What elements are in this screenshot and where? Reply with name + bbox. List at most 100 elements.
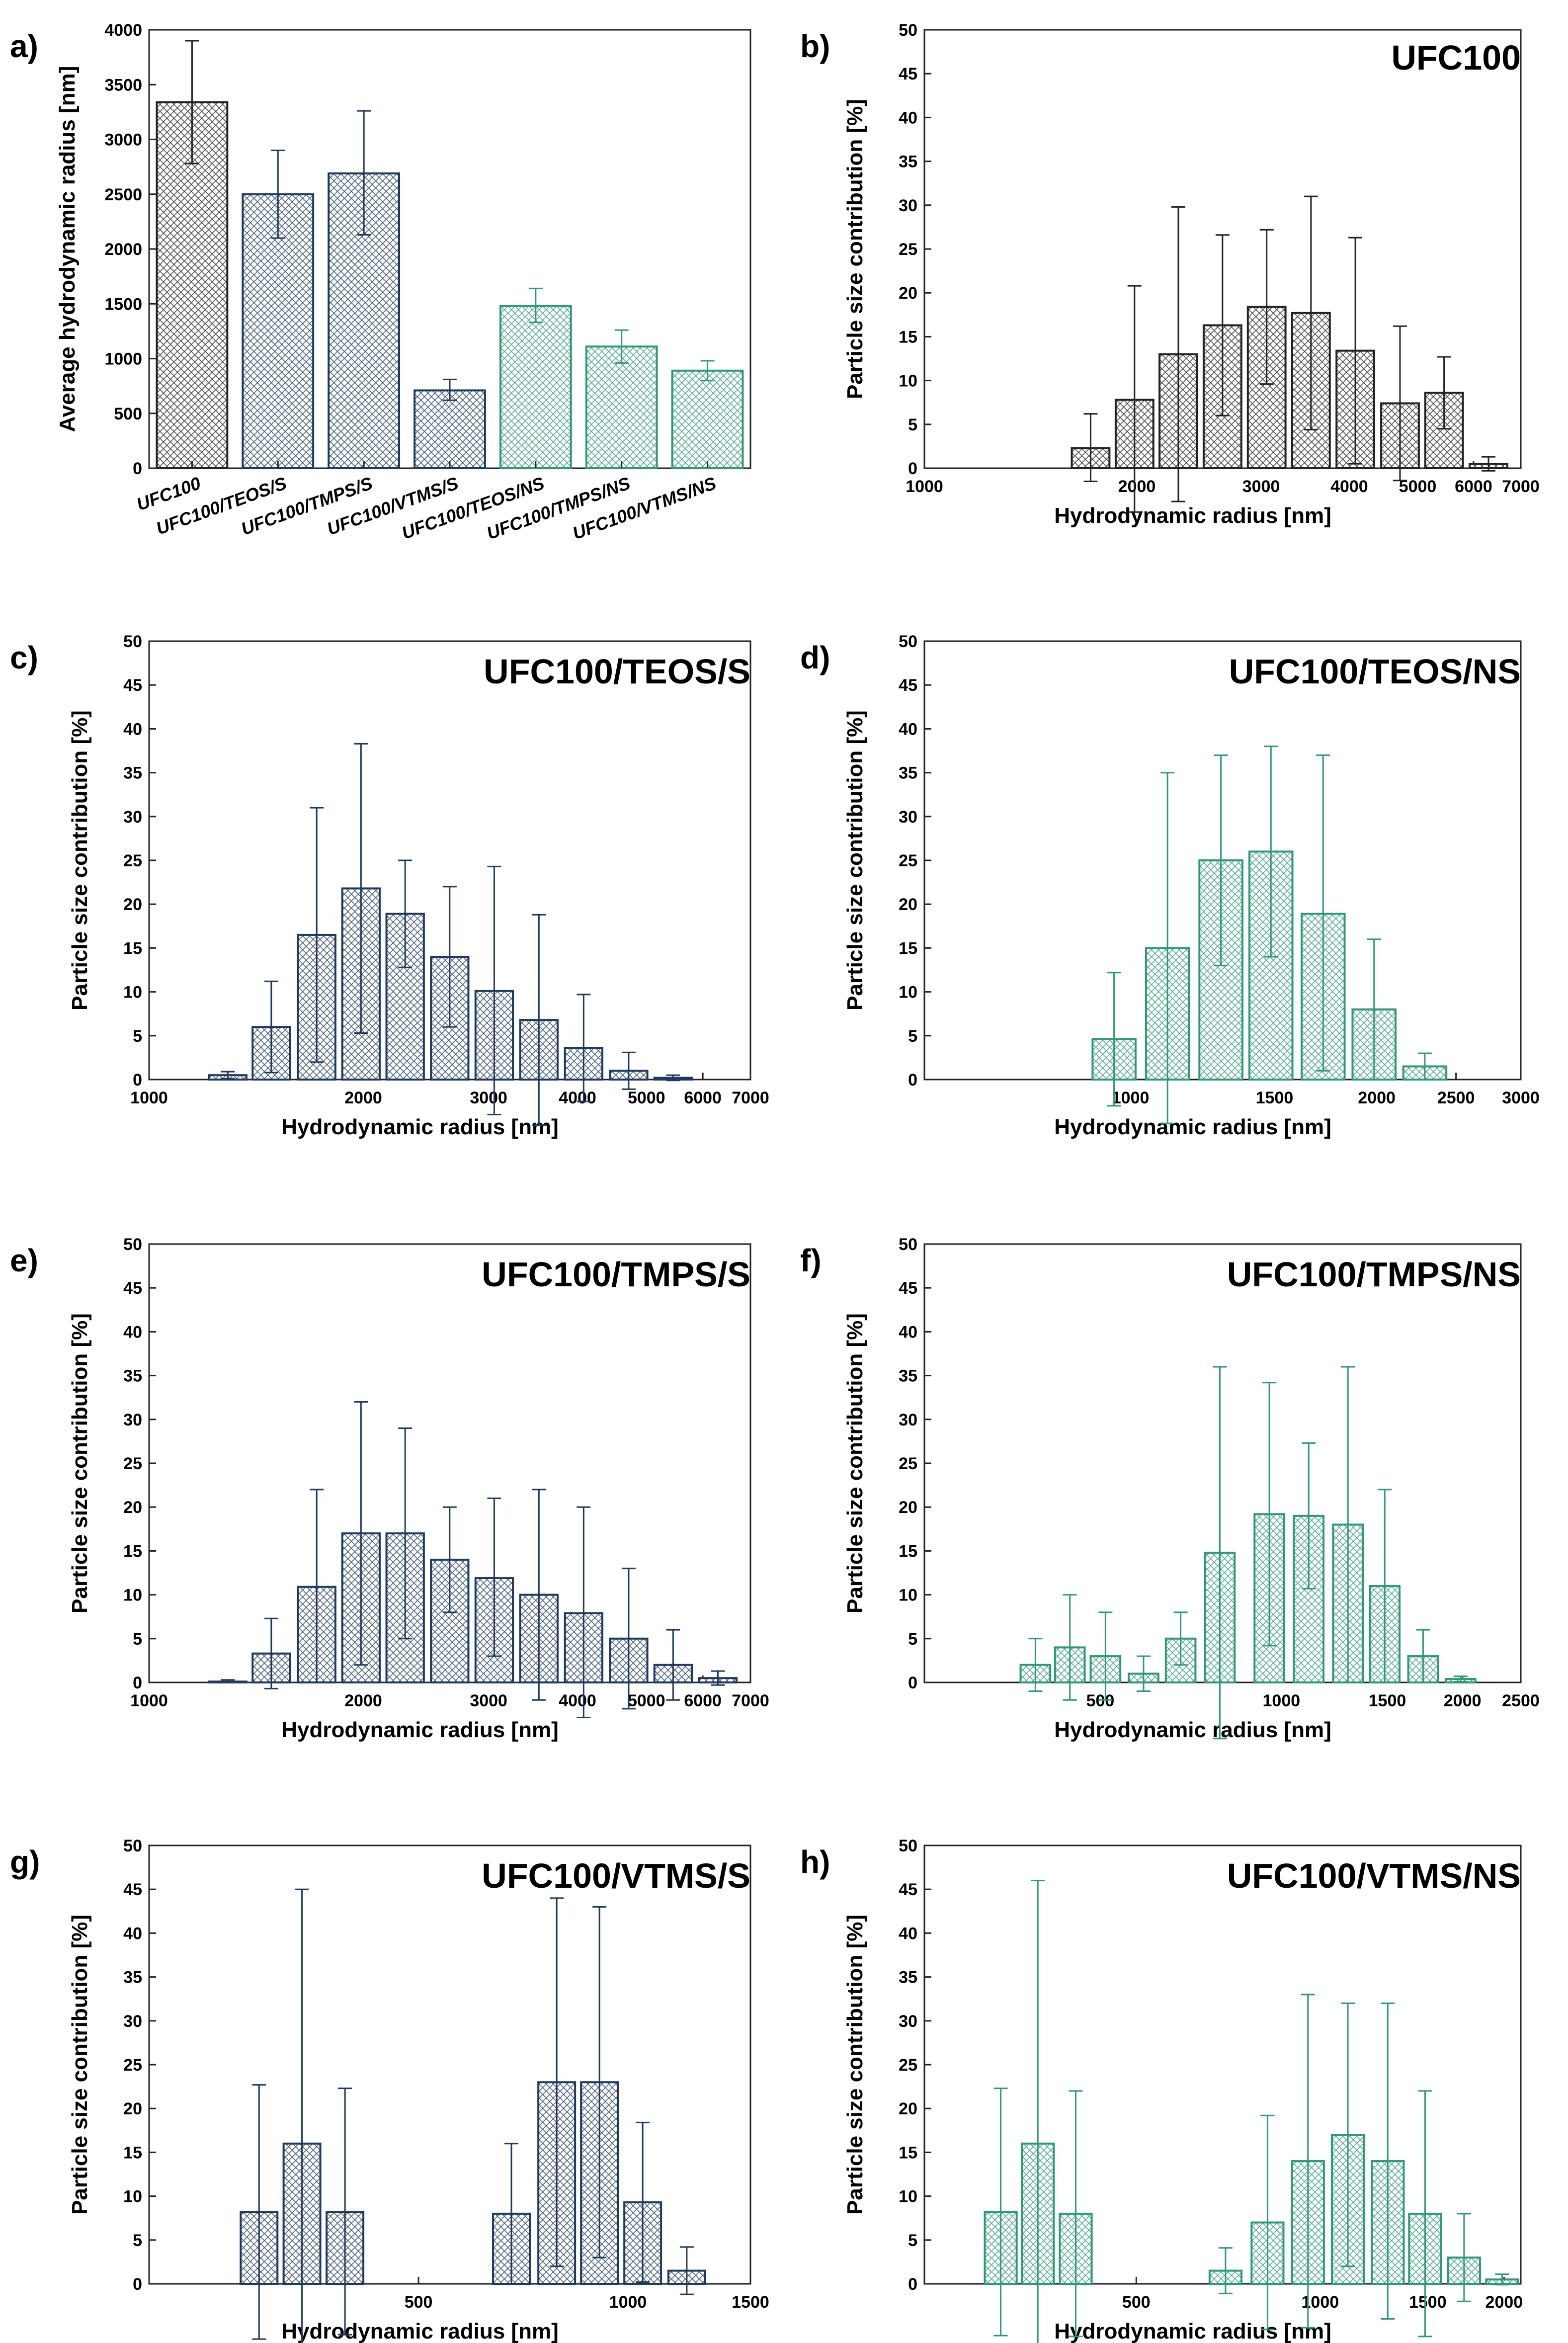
- x-tick-label-d: 1500: [1256, 1088, 1294, 1107]
- y-tick-label-h: 15: [899, 2143, 917, 2162]
- y-tick-label-b: 15: [899, 328, 917, 346]
- y-axis-label-g: Particle size contribution [%]: [68, 1915, 92, 2215]
- y-tick-label-f: 50: [899, 1235, 917, 1254]
- y-axis-label-c: Particle size contribution [%]: [68, 710, 92, 1010]
- y-tick-label-f: 10: [899, 1586, 917, 1605]
- y-tick-label-a: 0: [133, 459, 142, 478]
- x-tick-label-f: 2000: [1444, 1691, 1482, 1710]
- x-tick-label-d: 3000: [1502, 1088, 1540, 1107]
- x-axis-label-e: Hydrodynamic radius [nm]: [281, 1718, 558, 1742]
- panel-label-c: c): [10, 640, 38, 675]
- x-tick-label-c: 4000: [559, 1088, 596, 1107]
- y-tick-label-b: 45: [899, 65, 917, 84]
- chart-d: d) UFC100/TEOS/NS 0 5 10 15 20 25 30 35 40 45 50 Pa…: [800, 632, 1540, 1139]
- x-axis-label-h: Hydrodynamic radius [nm]: [1054, 2319, 1331, 2343]
- bar-a: [499, 305, 572, 469]
- x-tick-label-f: 500: [1086, 1691, 1115, 1710]
- y-tick-label-b: 40: [899, 108, 917, 127]
- y-tick-label-g: 20: [123, 2099, 142, 2118]
- y-tick-label-g: 50: [123, 1837, 142, 1855]
- x-axis-label-f: Hydrodynamic radius [nm]: [1054, 1718, 1331, 1742]
- y-tick-label-f: 45: [899, 1279, 917, 1298]
- y-tick-label-b: 0: [908, 459, 917, 478]
- x-tick-label-g: 500: [405, 2293, 433, 2312]
- y-tick-label-e: 25: [123, 1454, 142, 1473]
- x-tick-label-e: 4000: [559, 1691, 596, 1710]
- y-tick-label-h: 50: [899, 1837, 917, 1855]
- y-tick-label-g: 5: [133, 2231, 142, 2250]
- y-tick-label-b: 25: [899, 240, 917, 259]
- y-tick-label-b: 20: [899, 284, 917, 303]
- y-tick-label-a: 3000: [104, 131, 142, 150]
- x-tick-label-c: 6000: [684, 1088, 722, 1107]
- bar-a: [328, 172, 401, 470]
- y-tick-label-e: 50: [123, 1235, 142, 1254]
- x-tick-label-c: 5000: [628, 1088, 665, 1107]
- x-tick-label-f: 1000: [1263, 1691, 1301, 1710]
- x-tick-label-h: 1500: [1409, 2293, 1447, 2312]
- y-tick-label-f: 30: [899, 1411, 917, 1429]
- y-tick-label-h: 30: [899, 2012, 917, 2031]
- bar-a: [671, 369, 744, 469]
- y-tick-label-d: 30: [899, 808, 917, 827]
- y-tick-label-c: 15: [123, 939, 142, 958]
- y-tick-label-a: 1500: [104, 295, 142, 314]
- category-label-a: UFC100/TMPS/NS: [484, 473, 633, 544]
- chart-c: c) UFC100/TEOS/S 0 5 10 15 20 25 30 35 40 45 50 Par…: [10, 632, 769, 1139]
- chart-title-e: UFC100/TMPS/S: [482, 1255, 750, 1294]
- y-tick-label-g: 10: [123, 2187, 142, 2206]
- y-tick-label-d: 0: [908, 1071, 917, 1089]
- bar-a: [242, 193, 315, 469]
- y-axis-label-e: Particle size contribution [%]: [68, 1313, 92, 1613]
- x-tick-label-d: 2500: [1437, 1088, 1475, 1107]
- y-tick-label-e: 0: [133, 1674, 142, 1692]
- y-tick-label-c: 30: [123, 808, 142, 827]
- y-tick-label-a: 2500: [104, 185, 142, 204]
- y-tick-label-f: 20: [899, 1498, 917, 1517]
- y-tick-label-b: 50: [899, 21, 917, 40]
- chart-title-d: UFC100/TEOS/NS: [1229, 652, 1521, 691]
- chart-e: e) UFC100/TMPS/S 0 5 10 15 20 25 30 35 40 45 50 Par…: [10, 1235, 769, 1742]
- chart-title-h: UFC100/VTMS/NS: [1227, 1856, 1521, 1895]
- y-tick-label-d: 40: [899, 720, 917, 739]
- y-tick-label-b: 35: [899, 153, 917, 171]
- y-axis-label-h: Particle size contribution [%]: [843, 1915, 867, 2215]
- y-tick-label-c: 5: [133, 1027, 142, 1046]
- x-tick-label-b: 7000: [1502, 477, 1540, 496]
- y-tick-label-f: 35: [899, 1367, 917, 1386]
- y-tick-label-h: 25: [899, 2056, 917, 2075]
- x-tick-label-c: 3000: [470, 1088, 507, 1107]
- y-tick-label-b: 5: [908, 416, 917, 434]
- x-tick-label-c: 1000: [130, 1088, 168, 1107]
- y-tick-label-d: 25: [899, 851, 917, 870]
- x-axis-label-b: Hydrodynamic radius [nm]: [1054, 503, 1331, 528]
- y-tick-label-d: 10: [899, 983, 917, 1002]
- x-tick-label-b: 3000: [1242, 477, 1280, 496]
- y-tick-label-f: 0: [908, 1674, 917, 1692]
- y-tick-label-c: 50: [123, 632, 142, 651]
- x-axis-label-d: Hydrodynamic radius [nm]: [1054, 1115, 1331, 1139]
- x-tick-label-b: 1000: [906, 477, 943, 496]
- y-tick-label-h: 5: [908, 2231, 917, 2250]
- x-tick-label-e: 7000: [732, 1691, 769, 1710]
- y-tick-label-f: 15: [899, 1542, 917, 1561]
- y-tick-label-g: 30: [123, 2012, 142, 2031]
- x-tick-label-b: 4000: [1330, 477, 1368, 496]
- x-tick-label-d: 2000: [1358, 1088, 1396, 1107]
- y-tick-label-d: 45: [899, 676, 917, 695]
- y-tick-label-c: 10: [123, 983, 142, 1002]
- y-tick-label-g: 40: [123, 1924, 142, 1943]
- y-tick-label-h: 20: [899, 2099, 917, 2118]
- y-tick-label-c: 20: [123, 895, 142, 914]
- y-tick-label-e: 45: [123, 1279, 142, 1298]
- x-tick-label-e: 6000: [684, 1691, 722, 1710]
- y-axis-label-a: Average hydrodynamic radius [nm]: [55, 66, 80, 432]
- chart-g: g) UFC100/VTMS/S 0 5 10 15 20 25 30 35 40 45 50 Par…: [10, 1837, 769, 2343]
- chart-title-c: UFC100/TEOS/S: [484, 652, 750, 691]
- category-label-a: UFC100/TEOS/NS: [399, 473, 547, 543]
- y-tick-label-e: 15: [123, 1542, 142, 1561]
- panel-label-d: d): [800, 640, 830, 675]
- y-tick-label-b: 30: [899, 196, 917, 215]
- y-tick-label-a: 2000: [104, 240, 142, 259]
